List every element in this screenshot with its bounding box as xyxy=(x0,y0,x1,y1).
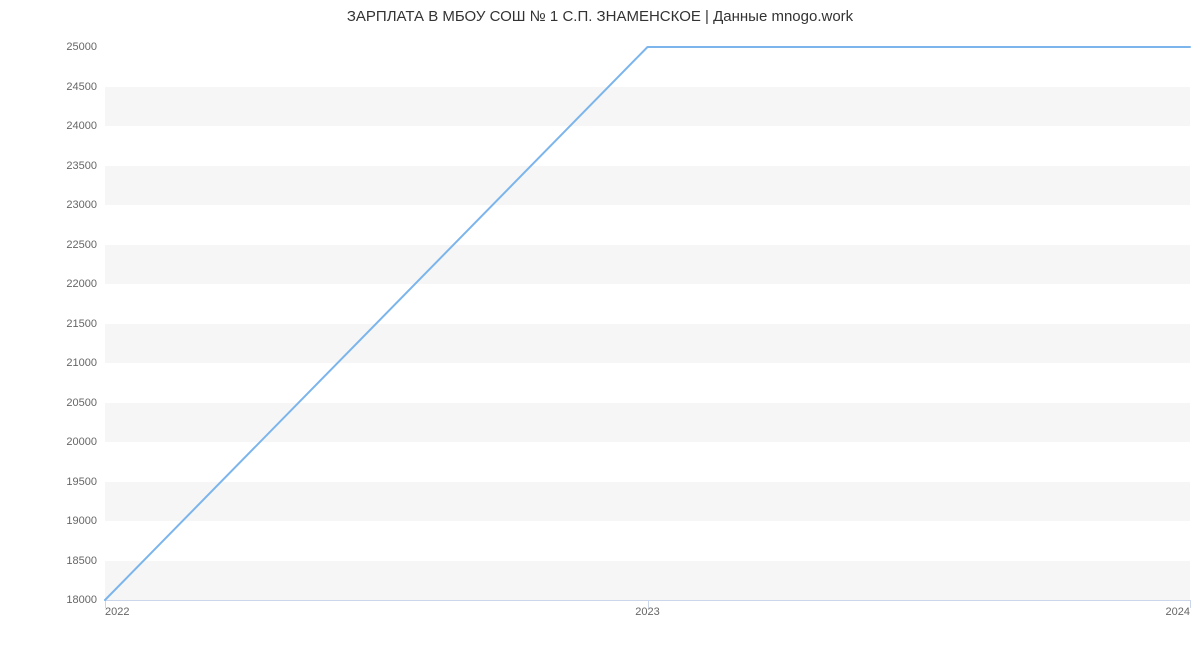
y-tick-label: 20500 xyxy=(66,397,97,409)
y-tick-label: 23500 xyxy=(66,160,97,172)
x-tick-label: 2023 xyxy=(635,606,659,618)
y-tick-label: 22000 xyxy=(66,278,97,290)
plot-area: 1800018500190001950020000205002100021500… xyxy=(105,47,1190,600)
y-tick-label: 19500 xyxy=(66,476,97,488)
y-tick-label: 21000 xyxy=(66,357,97,369)
y-tick-label: 20000 xyxy=(66,436,97,448)
y-tick-label: 21500 xyxy=(66,318,97,330)
y-tick-label: 24500 xyxy=(66,81,97,93)
x-tick-label: 2024 xyxy=(1166,606,1190,618)
salary-chart: ЗАРПЛАТА В МБОУ СОШ № 1 С.П. ЗНАМЕНСКОЕ … xyxy=(0,0,1200,650)
y-tick-label: 18500 xyxy=(66,555,97,567)
y-tick-label: 23000 xyxy=(66,199,97,211)
y-tick-label: 25000 xyxy=(66,41,97,53)
chart-title: ЗАРПЛАТА В МБОУ СОШ № 1 С.П. ЗНАМЕНСКОЕ … xyxy=(0,8,1200,25)
x-tick-label: 2022 xyxy=(105,606,129,618)
y-tick-label: 22500 xyxy=(66,239,97,251)
x-tick-mark xyxy=(1190,600,1191,608)
y-tick-label: 24000 xyxy=(66,120,97,132)
y-tick-label: 19000 xyxy=(66,515,97,527)
series-layer xyxy=(105,47,1190,600)
series-line-salary xyxy=(105,47,1190,600)
y-tick-label: 18000 xyxy=(66,594,97,606)
